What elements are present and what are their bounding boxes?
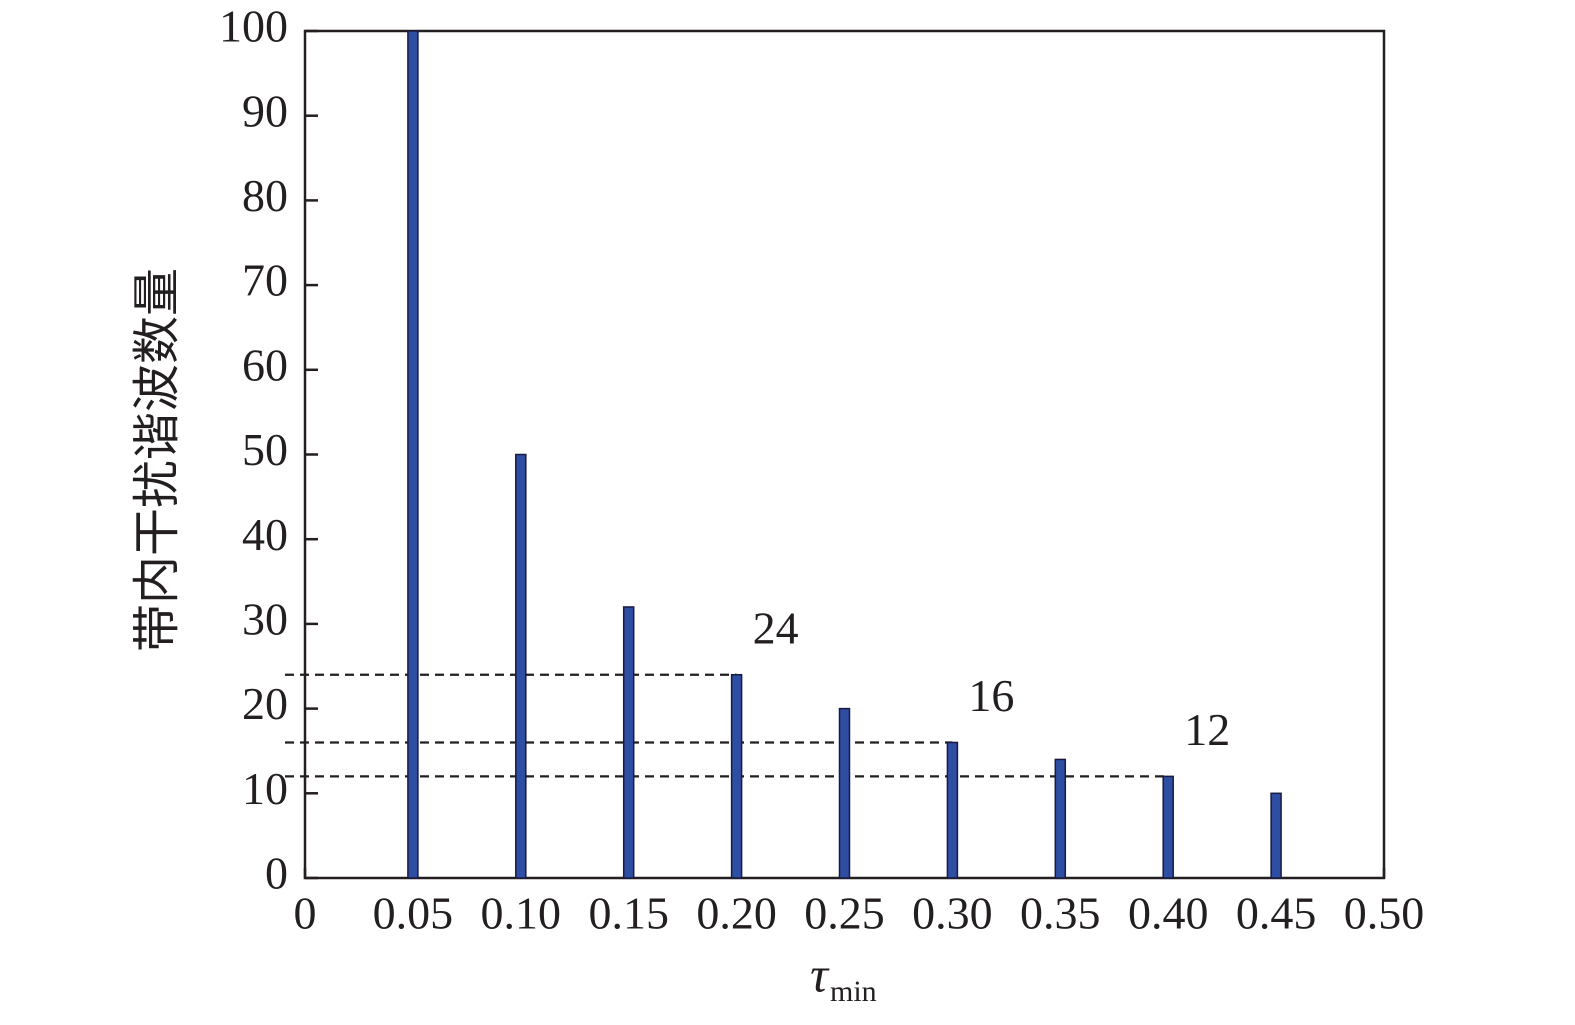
x-tick-label: 0.35 xyxy=(1020,888,1101,939)
y-tick-label: 30 xyxy=(242,593,288,644)
y-tick-label: 80 xyxy=(242,170,288,221)
x-tick-label: 0.15 xyxy=(588,888,669,939)
reference-label: 12 xyxy=(1184,704,1230,755)
bar xyxy=(838,707,851,879)
x-tick-label: 0.40 xyxy=(1128,888,1209,939)
bar xyxy=(622,606,635,879)
x-tick-label: 0 xyxy=(294,888,317,939)
x-tick-label: 0.50 xyxy=(1344,888,1425,939)
reference-label: 24 xyxy=(753,602,799,653)
bar xyxy=(730,673,743,879)
reference-label: 16 xyxy=(968,670,1014,721)
y-tick-label: 20 xyxy=(242,678,288,729)
y-tick-label: 50 xyxy=(242,424,288,475)
x-axis-label: τ xyxy=(810,946,830,1002)
x-tick-label: 0.30 xyxy=(912,888,993,939)
y-tick-label: 60 xyxy=(242,339,288,390)
bar xyxy=(1270,792,1282,879)
x-tick-label: 0.10 xyxy=(481,888,562,939)
bar xyxy=(1054,758,1067,879)
y-tick-label: 0 xyxy=(265,848,288,899)
x-axis-label-subscript: min xyxy=(830,975,877,1008)
y-tick-label: 90 xyxy=(242,85,288,136)
bar xyxy=(946,741,959,879)
bar xyxy=(1162,775,1174,879)
y-axis-label: 带内干扰谐波数量 xyxy=(131,268,184,652)
y-tick-label: 100 xyxy=(219,1,288,52)
y-tick-label: 70 xyxy=(242,255,288,306)
bar xyxy=(515,453,527,879)
x-tick-label: 0.20 xyxy=(696,888,777,939)
x-tick-label: 0.25 xyxy=(804,888,885,939)
x-tick-label: 0.45 xyxy=(1236,888,1317,939)
y-tick-label: 10 xyxy=(242,763,288,814)
bar xyxy=(407,30,419,879)
y-tick-label: 40 xyxy=(242,509,288,560)
x-tick-label: 0.05 xyxy=(373,888,454,939)
